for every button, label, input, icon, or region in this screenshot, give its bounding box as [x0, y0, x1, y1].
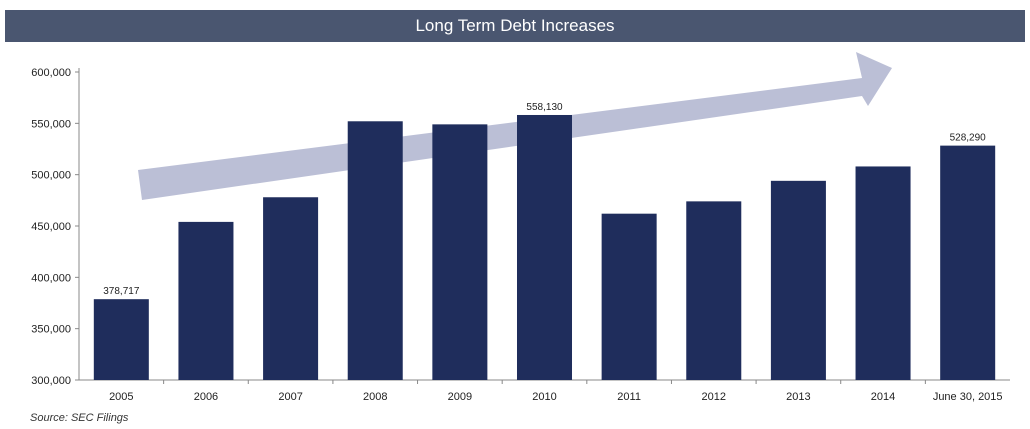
y-tick-label: 600,000	[31, 67, 71, 79]
bar	[93, 299, 149, 380]
bar	[770, 180, 826, 380]
bar	[855, 166, 911, 380]
data-label: 558,130	[526, 102, 563, 113]
x-tick-label: 2009	[448, 391, 472, 403]
trend-arrow	[138, 52, 892, 200]
bar	[178, 221, 234, 380]
x-tick-label: 2013	[786, 391, 810, 403]
bar	[686, 201, 742, 380]
x-tick-label: 2006	[194, 391, 218, 403]
y-tick-label: 450,000	[31, 221, 71, 233]
bar	[347, 121, 403, 380]
bar	[263, 197, 319, 380]
x-tick-label: 2014	[871, 391, 895, 403]
x-tick-label: 2007	[278, 391, 302, 403]
x-tick-label: 2005	[109, 391, 133, 403]
x-tick-label: 2011	[617, 391, 641, 403]
y-tick-label: 500,000	[31, 170, 71, 182]
y-tick-label: 400,000	[31, 272, 71, 284]
x-tick-label: 2008	[363, 391, 387, 403]
x-tick-label: June 30, 2015	[933, 391, 1003, 403]
source-note: Source: SEC Filings	[30, 412, 129, 424]
bar	[432, 124, 488, 380]
y-tick-label: 350,000	[31, 324, 71, 336]
bar	[516, 114, 573, 380]
data-label: 528,290	[950, 133, 987, 144]
x-tick-label: 2012	[702, 391, 726, 403]
y-tick-label: 550,000	[31, 118, 71, 130]
chart-title: Long Term Debt Increases	[415, 16, 615, 35]
x-tick-label: 2010	[532, 391, 556, 403]
data-label: 378,717	[103, 286, 140, 297]
chart-title-bar: Long Term Debt Increases	[5, 10, 1025, 42]
bar	[940, 145, 996, 380]
y-tick-label: 300,000	[31, 375, 71, 387]
bar	[601, 213, 657, 380]
